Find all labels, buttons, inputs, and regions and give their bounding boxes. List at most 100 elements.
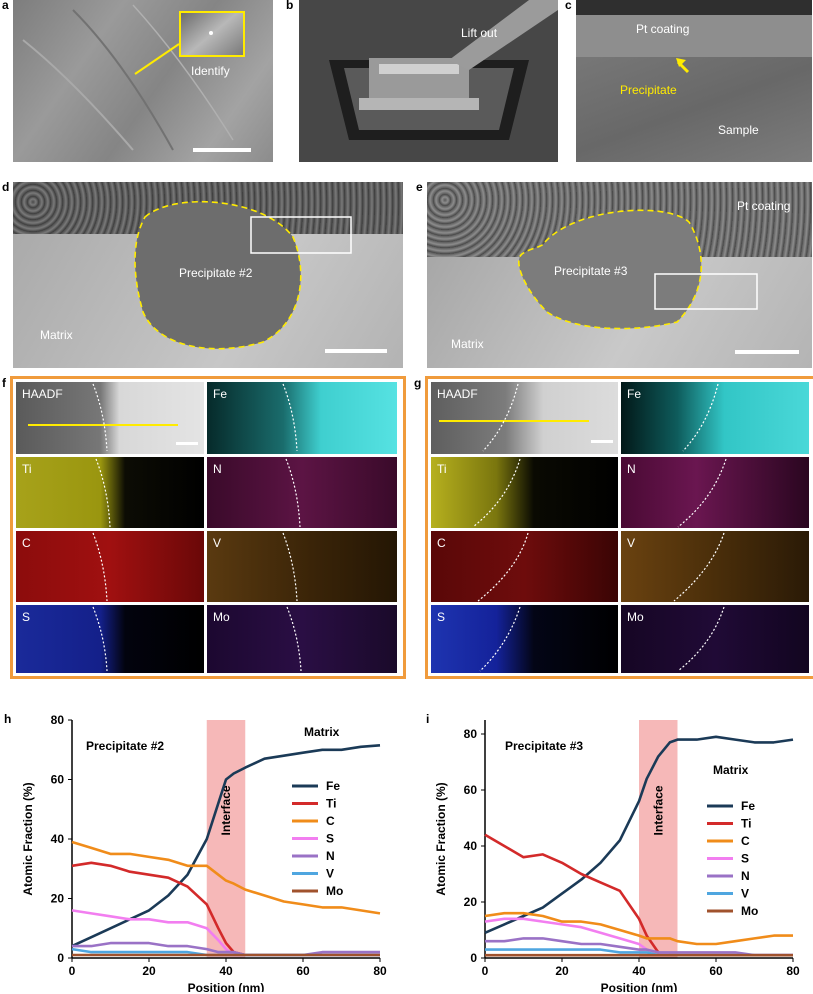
- legend-label-v: V: [741, 887, 749, 901]
- chart-title: Precipitate #3: [505, 739, 583, 753]
- map-title: C: [22, 536, 31, 550]
- series-line-c: [71, 840, 381, 915]
- pt-coating-layer: [576, 15, 812, 57]
- x-tick-label: 80: [373, 964, 387, 978]
- map-s: S: [16, 605, 204, 673]
- legend-label-fe: Fe: [326, 779, 340, 793]
- map-c: C: [16, 531, 204, 602]
- x-axis-label: Position (nm): [188, 981, 265, 992]
- line-scan: [28, 424, 178, 426]
- map-ti: Ti: [431, 457, 618, 528]
- x-tick-label: 60: [709, 964, 723, 978]
- line-chart-i: Interface 0 20 40 60 80 0 20 40 60 80 Position (nm)…: [434, 720, 800, 992]
- legend-label-n: N: [741, 869, 750, 883]
- stem-image-d: Precipitate #2 Matrix: [13, 182, 403, 368]
- sem-image-a: Identify: [13, 0, 273, 162]
- roi-box: [250, 216, 352, 254]
- y-tick-label: 40: [51, 832, 65, 846]
- panel-label-d: d: [2, 180, 10, 194]
- map-title: V: [213, 536, 222, 550]
- series-line-c: [484, 911, 793, 946]
- map-haadf: HAADF: [431, 382, 618, 454]
- map-title: C: [437, 536, 446, 550]
- map-v: V: [207, 531, 397, 602]
- chart-title: Precipitate #2: [86, 739, 164, 753]
- precipitate-label: Precipitate #3: [554, 264, 628, 278]
- identify-label: Identify: [191, 64, 230, 78]
- roi-box: [654, 273, 758, 310]
- legend-label-c: C: [326, 814, 335, 828]
- panel-label-b: b: [286, 0, 294, 12]
- scale-bar: [176, 442, 198, 445]
- x-tick-label: 20: [142, 964, 156, 978]
- y-tick-label: 40: [464, 839, 478, 853]
- y-tick-label: 80: [51, 713, 65, 727]
- panel-label-g: g: [414, 376, 422, 390]
- map-title: Ti: [437, 462, 447, 476]
- lift-out-label: Lift out: [461, 26, 498, 40]
- map-title: HAADF: [22, 387, 63, 401]
- scale-bar: [591, 440, 613, 443]
- legend-label-s: S: [741, 852, 749, 866]
- arrow-head: [676, 58, 686, 67]
- series-line-n: [72, 941, 380, 957]
- map-title: Fe: [627, 387, 642, 401]
- panel-label-c: c: [565, 0, 572, 12]
- map-title: S: [22, 610, 31, 624]
- map-title: N: [213, 462, 222, 476]
- legend-label-mo: Mo: [741, 904, 758, 918]
- matrix-label: Matrix: [40, 328, 73, 342]
- map-mo: Mo: [621, 605, 809, 673]
- eds-maps-f: HAADF Fe Ti N C V S Mo: [10, 376, 406, 679]
- map-s: S: [431, 605, 618, 673]
- eds-maps-g: HAADF Fe Ti N C V S Mo: [425, 376, 813, 679]
- legend-label-s: S: [326, 832, 334, 846]
- y-axis-label: Atomic Fraction (%): [21, 782, 35, 895]
- identify-inset: [179, 11, 245, 57]
- panel-label-i: i: [426, 712, 430, 726]
- legend-label-ti: Ti: [741, 817, 751, 831]
- map-mo: Mo: [207, 605, 397, 673]
- map-ti: Ti: [16, 457, 204, 528]
- y-axis-label: Atomic Fraction (%): [434, 782, 448, 895]
- series-line-fe: [484, 735, 794, 934]
- map-v: V: [621, 531, 809, 602]
- x-tick-label: 60: [296, 964, 310, 978]
- line-chart-h: Interface 0 20 40 60 80 0 20 40 60 80 Position (nm)…: [21, 713, 387, 992]
- map-title: Mo: [213, 610, 230, 624]
- map-n: N: [207, 457, 397, 528]
- callout-line: [134, 43, 180, 75]
- matrix-label: Matrix: [451, 337, 484, 351]
- map-fe: Fe: [207, 382, 397, 454]
- legend-label-n: N: [326, 849, 335, 863]
- map-haadf: HAADF: [16, 382, 204, 454]
- map-title: Mo: [627, 610, 644, 624]
- panel-label-e: e: [416, 180, 423, 194]
- x-axis-label: Position (nm): [601, 981, 678, 992]
- x-tick-label: 80: [786, 964, 800, 978]
- interface-label: Interface: [219, 785, 233, 835]
- region-label: Matrix: [713, 763, 749, 777]
- map-title: Fe: [213, 387, 228, 401]
- map-fe: Fe: [621, 382, 809, 454]
- map-title: HAADF: [437, 387, 478, 401]
- y-tick-label: 80: [464, 727, 478, 741]
- map-c: C: [431, 531, 618, 602]
- map-title: S: [437, 610, 446, 624]
- interface-label: Interface: [651, 785, 665, 835]
- legend-label-fe: Fe: [741, 799, 755, 813]
- precipitate-dot: [209, 31, 213, 35]
- pt-coating-label: Pt coating: [737, 199, 791, 213]
- sample-label: Sample: [718, 123, 759, 137]
- interface-band: [639, 720, 678, 958]
- y-tick-label: 0: [470, 951, 477, 965]
- scale-bar: [325, 349, 387, 353]
- precipitate-label: Precipitate: [620, 83, 677, 97]
- precipitate-label: Precipitate #2: [179, 266, 253, 280]
- y-tick-label: 20: [51, 892, 65, 906]
- series-line-n: [485, 937, 793, 957]
- panel-label-h: h: [4, 712, 12, 726]
- x-tick-label: 20: [555, 964, 569, 978]
- legend-label-c: C: [741, 834, 750, 848]
- panel-label-a: a: [2, 0, 9, 12]
